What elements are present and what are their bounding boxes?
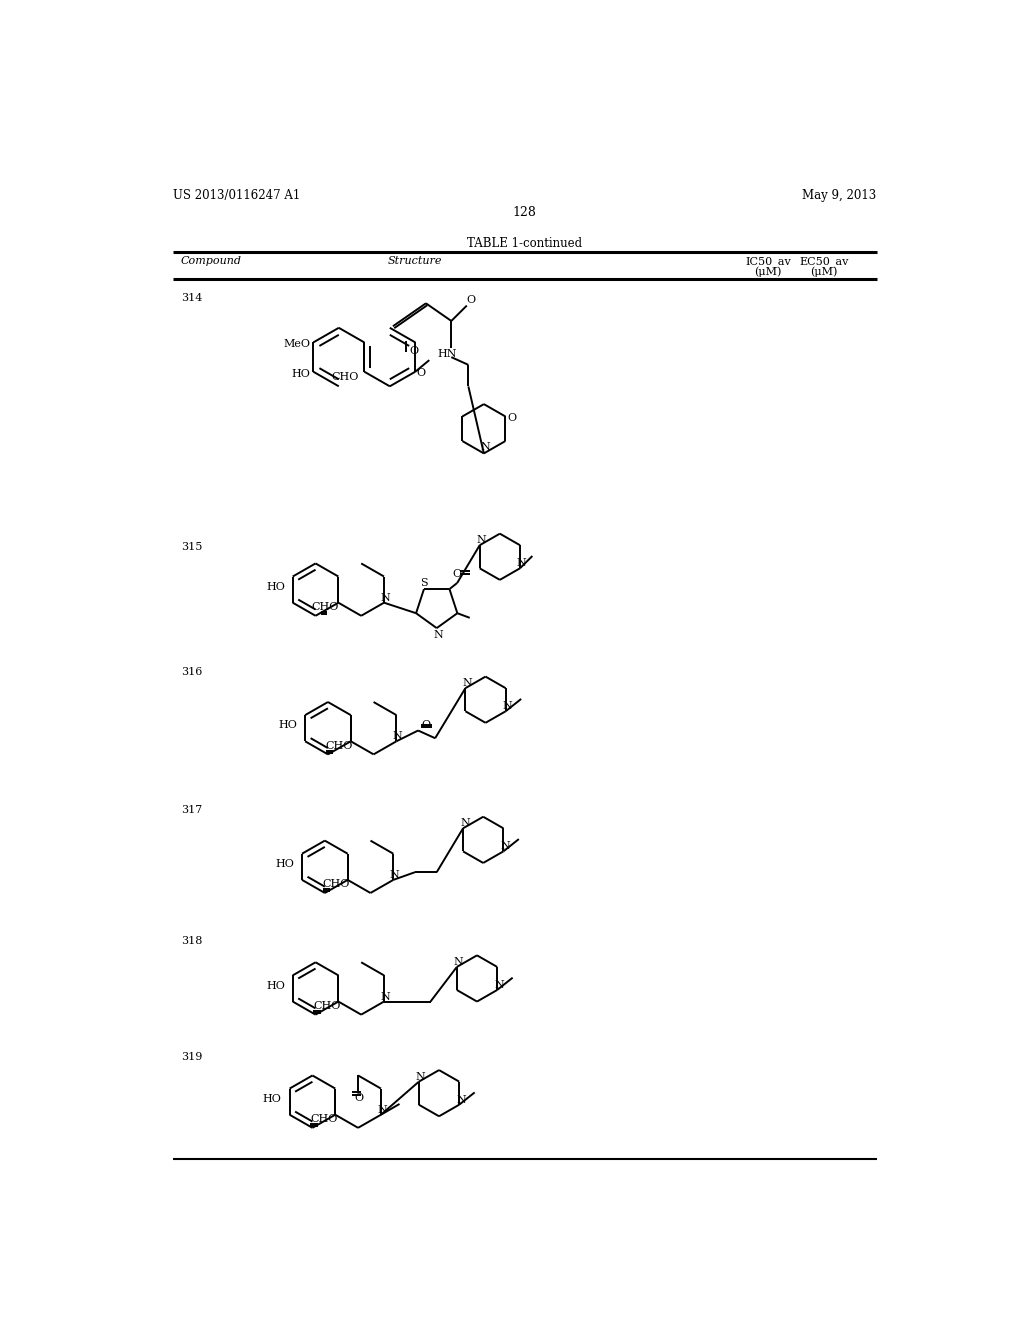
Text: N: N	[454, 957, 464, 966]
Text: O: O	[354, 1093, 364, 1104]
Text: N: N	[389, 870, 399, 880]
Text: 319: 319	[180, 1052, 202, 1061]
Text: HN: HN	[437, 350, 457, 359]
Text: HO: HO	[279, 721, 297, 730]
Text: CHO: CHO	[311, 602, 339, 612]
Text: 317: 317	[180, 805, 202, 816]
Text: CHO: CHO	[310, 1114, 338, 1123]
Text: N: N	[517, 558, 526, 569]
Text: N: N	[456, 1094, 466, 1105]
Text: N: N	[476, 535, 486, 545]
Text: HO: HO	[275, 859, 294, 869]
Text: 318: 318	[180, 936, 202, 946]
Text: O: O	[467, 294, 476, 305]
Text: N: N	[480, 442, 489, 451]
Text: N: N	[460, 818, 470, 828]
Text: N: N	[494, 979, 504, 990]
Text: CHO: CHO	[326, 741, 353, 751]
Text: Structure: Structure	[387, 256, 442, 267]
Text: EC50_av: EC50_av	[800, 256, 849, 267]
Text: CHO: CHO	[313, 1001, 341, 1011]
Text: HO: HO	[266, 582, 285, 591]
Text: HO: HO	[266, 981, 285, 991]
Text: 314: 314	[180, 293, 202, 304]
Text: O: O	[453, 569, 462, 579]
Text: N: N	[433, 630, 443, 640]
Text: (μM): (μM)	[755, 267, 782, 277]
Text: HO: HO	[263, 1094, 282, 1104]
Text: O: O	[417, 368, 426, 378]
Text: 128: 128	[513, 206, 537, 219]
Text: N: N	[377, 1105, 387, 1114]
Text: O: O	[507, 413, 516, 422]
Text: 315: 315	[180, 543, 202, 552]
Text: N: N	[503, 701, 512, 711]
Text: S: S	[420, 578, 428, 589]
Text: US 2013/0116247 A1: US 2013/0116247 A1	[173, 189, 300, 202]
Text: MeO: MeO	[284, 339, 311, 350]
Text: N: N	[380, 991, 390, 1002]
Text: N: N	[501, 841, 510, 851]
Text: O: O	[421, 719, 430, 730]
Text: (μM): (μM)	[810, 267, 838, 277]
Text: HO: HO	[292, 368, 310, 379]
Text: CHO: CHO	[331, 372, 358, 383]
Text: O: O	[410, 346, 418, 356]
Text: N: N	[462, 678, 472, 688]
Text: N: N	[416, 1072, 426, 1081]
Text: May 9, 2013: May 9, 2013	[803, 189, 877, 202]
Text: TABLE 1-continued: TABLE 1-continued	[467, 238, 583, 249]
Text: N: N	[392, 731, 402, 742]
Text: IC50_av: IC50_av	[745, 256, 791, 267]
Text: N: N	[381, 593, 391, 603]
Text: CHO: CHO	[323, 879, 350, 890]
Text: Compound: Compound	[180, 256, 242, 267]
Text: 316: 316	[180, 667, 202, 677]
